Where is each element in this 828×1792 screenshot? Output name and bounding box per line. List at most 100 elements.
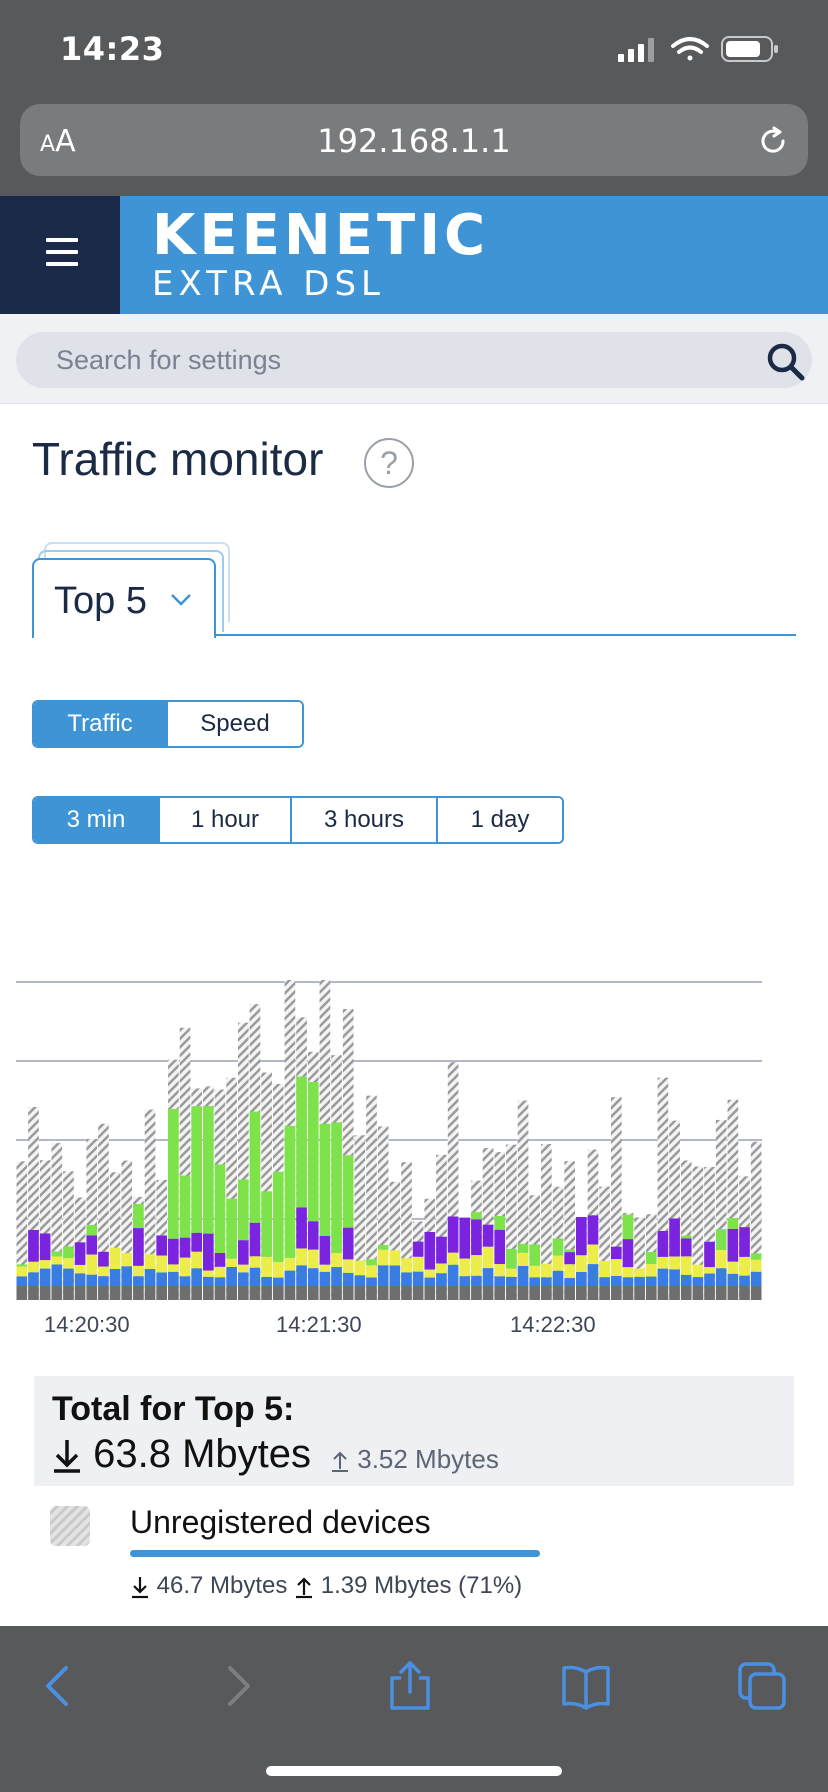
traffic-button[interactable]: Traffic <box>34 702 168 746</box>
total-download: 63.8 Mbytes <box>52 1432 311 1477</box>
bar-segment-green <box>471 1212 482 1220</box>
bar-segment-yellow <box>237 1264 249 1273</box>
bar-segment-blue <box>645 1276 657 1286</box>
bar-segment-grey <box>331 1286 342 1300</box>
bar-segment-purple <box>576 1216 587 1256</box>
speed-button[interactable]: Speed <box>168 702 302 746</box>
bar-segment-yellow <box>284 1257 296 1271</box>
bar-segment-green <box>645 1252 657 1264</box>
brand-model: EXTRA DSL <box>152 264 385 304</box>
bar-segment-grey <box>354 1286 366 1300</box>
bar-segment-yellow <box>634 1268 645 1277</box>
bar-segment-blue <box>191 1268 202 1286</box>
menu-button[interactable] <box>0 196 120 314</box>
bar-segment-grey <box>342 1286 354 1300</box>
bar-segment-grey <box>249 1286 261 1300</box>
bar-segment-yellow <box>366 1265 377 1278</box>
router-header: KEENETIC EXTRA DSL <box>0 196 828 314</box>
bar-segment-blue <box>680 1274 692 1286</box>
url-text[interactable]: 192.168.1.1 <box>317 122 511 160</box>
bar-segment-blue <box>436 1273 447 1286</box>
device-share: (71%) <box>458 1572 523 1599</box>
range-3hours-button[interactable]: 3 hours <box>292 798 438 842</box>
bar-segment-grey <box>529 1286 541 1300</box>
bar-segment-purple <box>564 1252 575 1265</box>
bar-segment-yellow <box>156 1255 168 1273</box>
list-item[interactable]: Unregistered devices 46.7 Mbytes 1.39 Mb… <box>34 1496 794 1606</box>
reader-settings-button[interactable]: AA <box>40 124 76 159</box>
cellular-signal-icon <box>618 38 654 62</box>
brand-logo[interactable]: KEENETIC EXTRA DSL <box>152 206 489 304</box>
bar-segment-grey <box>284 1286 296 1300</box>
bar-segment-grey <box>121 1286 133 1300</box>
bar-segment-yellow <box>506 1268 517 1277</box>
status-icons <box>618 36 778 62</box>
bar-segment-blue <box>739 1275 750 1286</box>
bar-segment-grey <box>98 1286 109 1300</box>
device-upload: 1.39 Mbytes <box>320 1572 452 1599</box>
forward-icon[interactable] <box>210 1660 262 1712</box>
bar-unregistered <box>610 1097 622 1300</box>
range-1day-button[interactable]: 1 day <box>438 798 562 842</box>
total-download-value: 63.8 Mbytes <box>93 1432 312 1476</box>
bar-segment-green <box>203 1106 214 1234</box>
bar-segment-green <box>552 1238 564 1256</box>
x-tick-label: 14:21:30 <box>276 1312 362 1337</box>
bar-segment-blue <box>307 1268 319 1286</box>
totals-panel: Total for Top 5: 63.8 Mbytes 3.52 Mbytes <box>34 1376 794 1486</box>
reload-icon[interactable] <box>756 124 790 158</box>
tabs-icon[interactable] <box>736 1660 788 1712</box>
bar-segment-yellow <box>622 1267 634 1278</box>
bar-segment-purple <box>98 1251 109 1267</box>
bar-segment-yellow <box>669 1256 680 1270</box>
range-3min-button[interactable]: 3 min <box>34 798 160 842</box>
traffic-chart <box>16 980 762 1300</box>
bar-segment-blue <box>715 1268 727 1286</box>
range-1hour-button[interactable]: 1 hour <box>160 798 292 842</box>
bar-segment-blue <box>599 1277 610 1286</box>
bar-segment-blue <box>377 1265 389 1286</box>
bar-segment-yellow <box>296 1248 307 1266</box>
bar-unregistered <box>366 1095 377 1300</box>
help-icon[interactable]: ? <box>364 438 414 488</box>
bar-segment-yellow <box>272 1261 284 1278</box>
back-icon[interactable] <box>34 1660 86 1712</box>
bar-segment-green <box>506 1248 517 1269</box>
bar-segment-green <box>366 1259 377 1266</box>
wifi-icon <box>671 37 709 61</box>
share-icon[interactable] <box>384 1660 436 1712</box>
bar-segment-green <box>284 1125 296 1258</box>
bar-segment-green <box>133 1203 144 1229</box>
bar-segment-grey <box>669 1286 680 1300</box>
bar-segment-grey <box>319 1286 331 1300</box>
bar-segment-green <box>331 1122 342 1254</box>
bar-segment-grey <box>692 1286 704 1300</box>
bar-segment-yellow <box>494 1264 506 1277</box>
bar-segment-purple <box>494 1229 506 1265</box>
bookmarks-icon[interactable] <box>560 1660 612 1712</box>
tab-top5-dropdown[interactable]: Top 5 <box>32 558 216 638</box>
bar-unregistered <box>237 1022 249 1300</box>
bar-segment-purple <box>657 1230 669 1257</box>
bar-segment-green <box>564 1249 575 1253</box>
bar-segment-yellow <box>447 1252 459 1265</box>
address-bar[interactable]: AA 192.168.1.1 <box>20 104 808 176</box>
bar-segment-green <box>168 1108 179 1239</box>
bar-segment-blue <box>587 1264 599 1286</box>
bar-unregistered <box>447 1062 459 1300</box>
bar-segment-blue <box>261 1276 272 1286</box>
bar-segment-blue <box>237 1272 249 1286</box>
bar-segment-blue <box>517 1265 529 1286</box>
bar-segment-yellow <box>98 1266 109 1277</box>
bar-segment-grey <box>191 1286 202 1300</box>
bar-segment-yellow <box>576 1255 587 1272</box>
bar-segment-purple <box>412 1241 424 1257</box>
bar-segment-yellow <box>599 1261 610 1278</box>
bar-segment-yellow <box>529 1265 541 1278</box>
search-icon[interactable] <box>766 342 806 382</box>
bar-segment-green <box>517 1243 529 1253</box>
bar-segment-grey <box>645 1286 657 1300</box>
bar-unregistered <box>727 1099 739 1300</box>
bar-segment-purple <box>342 1227 354 1260</box>
search-input[interactable] <box>16 332 812 388</box>
